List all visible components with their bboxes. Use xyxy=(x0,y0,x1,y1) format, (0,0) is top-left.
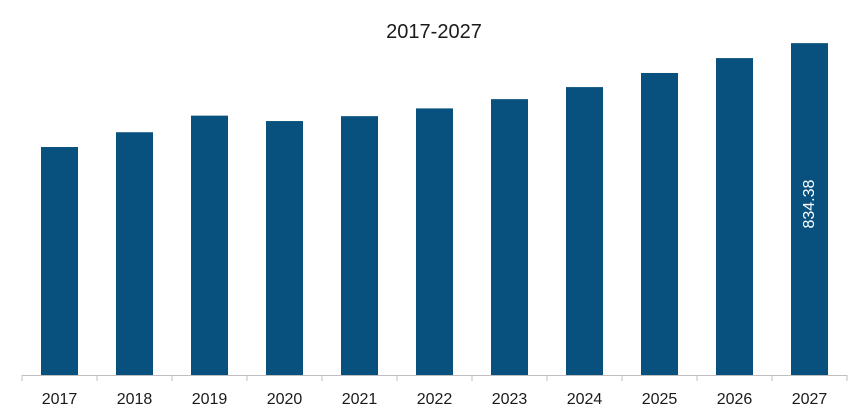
x-tick-label-2021: 2021 xyxy=(342,391,378,408)
x-tick-label-2018: 2018 xyxy=(117,391,153,408)
bar-2017 xyxy=(41,147,78,375)
bar-2019 xyxy=(191,115,228,375)
bar-2023 xyxy=(491,99,528,375)
x-tick-label-2025: 2025 xyxy=(642,391,678,408)
x-axis-labels: 2017 2018 2019 2020 2021 2022 2023 2024 2025 2026… xyxy=(42,391,828,408)
bar-2018 xyxy=(116,132,153,375)
bar-2020 xyxy=(266,121,303,375)
bars-layer xyxy=(41,43,828,376)
bar-2025 xyxy=(641,72,678,375)
x-tick-label-2019: 2019 xyxy=(192,391,228,408)
x-tick-label-2027: 2027 xyxy=(792,391,828,408)
x-axis-ticks xyxy=(21,375,848,381)
bar-2021 xyxy=(341,116,378,375)
x-tick-label-2024: 2024 xyxy=(567,391,603,408)
x-tick-label-2017: 2017 xyxy=(42,391,78,408)
bar-2026 xyxy=(716,58,753,376)
bar-2027 xyxy=(791,43,828,375)
bar-2024 xyxy=(566,87,603,375)
x-tick-label-2022: 2022 xyxy=(417,391,453,408)
data-label-2027: 834.38 xyxy=(801,180,818,229)
data-labels-layer: 834.38 xyxy=(801,180,818,229)
bar-2022 xyxy=(416,108,453,376)
chart-title: 2017-2027 xyxy=(386,21,482,43)
x-tick-label-2026: 2026 xyxy=(717,391,753,408)
x-tick-label-2023: 2023 xyxy=(492,391,528,408)
x-tick-label-2020: 2020 xyxy=(267,391,303,408)
